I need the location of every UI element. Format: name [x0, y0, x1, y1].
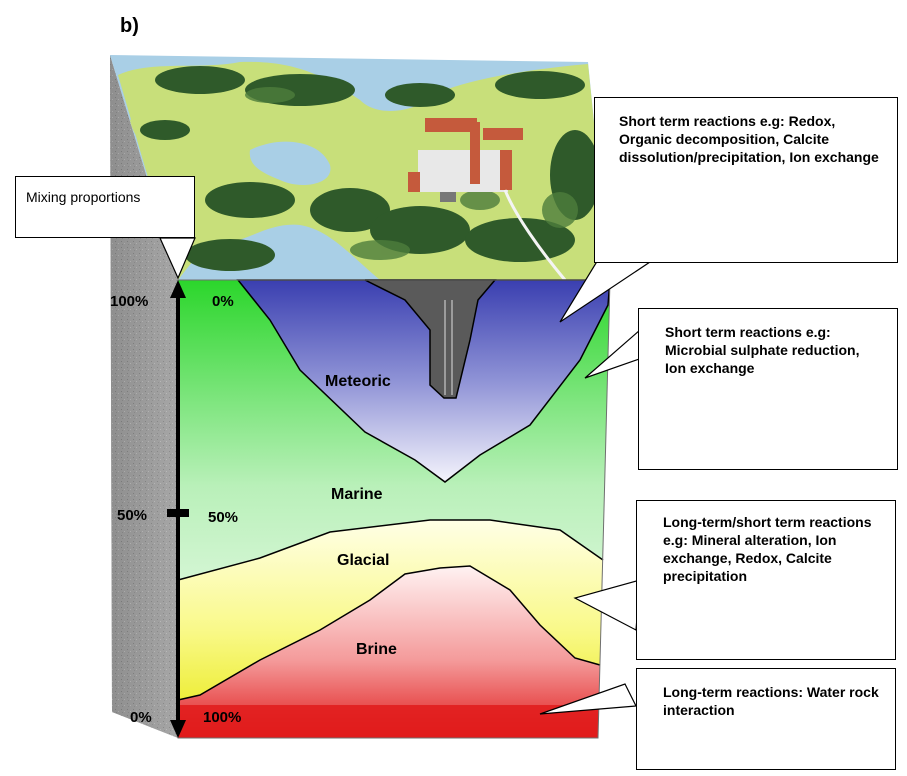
landscape-surface [110, 55, 610, 281]
callout-long-short-term: Long-term/short term reactions e.g: Mine… [636, 500, 896, 660]
borehole-shaft [364, 279, 497, 399]
left-axis-100: 100% [110, 293, 148, 310]
meteoric-zone [236, 279, 611, 483]
callout-long-term-text: Long-term reactions: Water rock interact… [663, 684, 879, 718]
inner-axis-50: 50% [208, 509, 238, 526]
inner-axis-100: 100% [203, 709, 241, 726]
brine-red-base [178, 705, 598, 738]
callout-long-short-term-text: Long-term/short term reactions e.g: Mine… [663, 514, 872, 584]
callout-short-term-redox-text: Short term reactions e.g: Redox, Organic… [619, 113, 879, 165]
meteoric-label: Meteoric [325, 373, 391, 390]
mixing-pointer [159, 237, 196, 280]
callout-pointers [539, 249, 667, 715]
mixing-proportions-callout: Mixing proportions [15, 176, 195, 238]
callout-short-term-microbial-text: Short term reactions e.g: Microbial sulp… [665, 324, 860, 376]
marine-label: Marine [331, 486, 383, 503]
callout-short-term-microbial: Short term reactions e.g: Microbial sulp… [638, 308, 898, 470]
brine-zone [178, 566, 600, 738]
glacial-label: Glacial [337, 552, 389, 569]
brine-label: Brine [356, 641, 397, 658]
mixing-proportions-text: Mixing proportions [26, 189, 141, 205]
facility-buildings [408, 118, 567, 281]
callout-short-term-redox: Short term reactions e.g: Redox, Organic… [594, 97, 898, 263]
callout-long-term: Long-term reactions: Water rock interact… [636, 668, 896, 770]
left-axis-0: 0% [130, 709, 152, 726]
figure-label: b) [120, 15, 139, 37]
mixing-axis-arrow [167, 280, 189, 738]
inner-axis-0: 0% [212, 293, 234, 310]
left-axis-50: 50% [117, 507, 147, 524]
